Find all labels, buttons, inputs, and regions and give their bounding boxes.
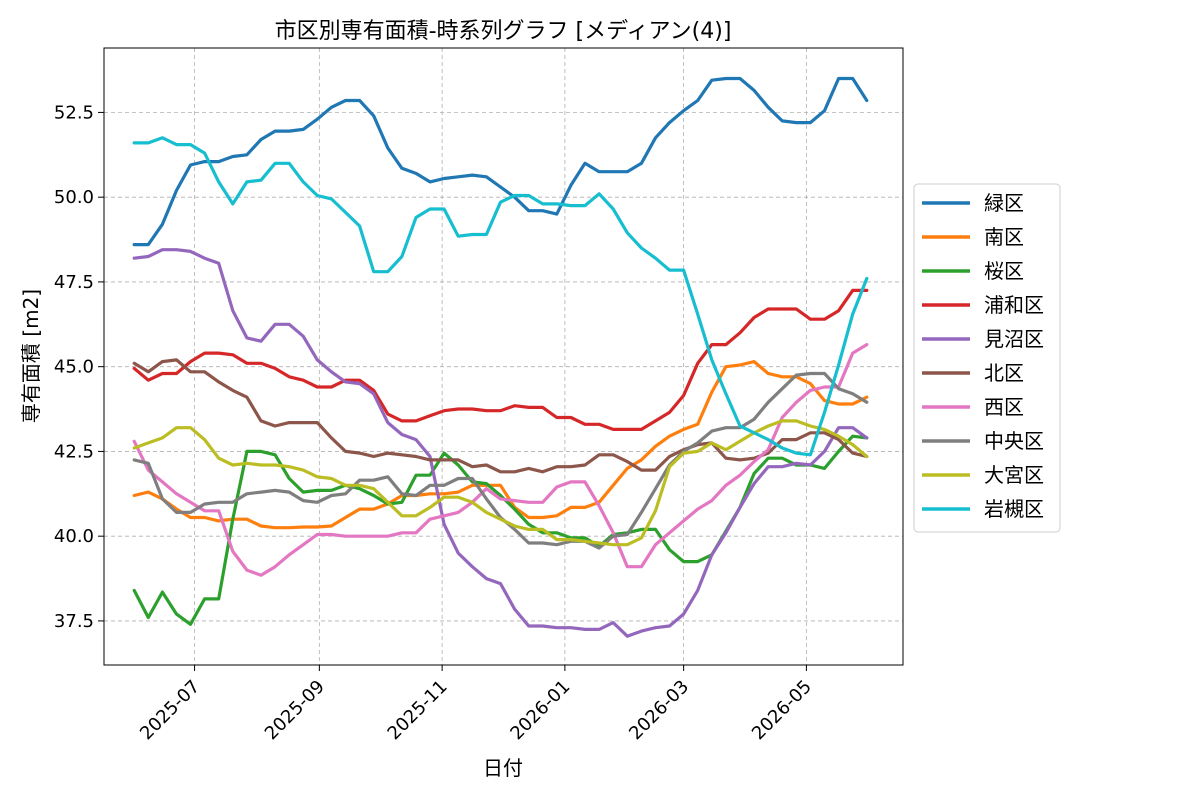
y-tick-label: 50.0 (54, 187, 94, 208)
x-axis-label: 日付 (483, 756, 523, 780)
series-line (132, 136, 869, 457)
y-tick-label: 37.5 (54, 611, 94, 632)
series-line (132, 76, 869, 247)
y-axis-label: 専有面積 [m2] (19, 289, 43, 423)
legend-label: 見沼区 (984, 327, 1044, 351)
x-axis: 2025-07 2025-09 2025-11 2026-01 2026-03 2026-… (136, 665, 816, 744)
legend-label: 桜区 (984, 259, 1024, 283)
series-line (132, 419, 869, 547)
series-line (132, 343, 869, 577)
y-tick-label: 52.5 (54, 102, 94, 123)
chart-title: 市区別専有面積-時系列グラフ [メディアン(4)] (275, 19, 732, 44)
series-line (132, 434, 869, 626)
x-tick-label: 2026-01 (506, 676, 574, 744)
grid (104, 48, 903, 665)
legend-label: 大宮区 (984, 463, 1044, 487)
x-tick-label: 2025-09 (261, 676, 329, 744)
x-tick-label: 2025-07 (136, 676, 204, 744)
series-line (132, 248, 869, 638)
y-axis: 37.5 40.0 42.5 45.0 47.5 50.0 52.5 (54, 102, 104, 632)
x-tick-label: 2026-03 (625, 676, 693, 744)
legend-label: 南区 (984, 225, 1024, 249)
y-tick-label: 45.0 (54, 357, 94, 378)
series-group (132, 76, 869, 638)
y-tick-label: 47.5 (54, 272, 94, 293)
series-line (132, 358, 869, 474)
y-tick-label: 42.5 (54, 441, 94, 462)
legend-label: 緑区 (984, 191, 1024, 215)
x-tick-label: 2026-05 (748, 676, 816, 744)
legend-label: 岩槻区 (984, 497, 1044, 521)
y-tick-label: 40.0 (54, 526, 94, 547)
legend-label: 浦和区 (984, 293, 1044, 317)
legend-label: 中央区 (984, 429, 1044, 453)
x-tick-label: 2025-11 (384, 676, 452, 744)
series-line (132, 360, 869, 530)
legend-label: 北区 (984, 361, 1024, 385)
plot-frame (103, 47, 904, 666)
series-line (132, 288, 869, 431)
legend-label: 西区 (984, 395, 1024, 419)
